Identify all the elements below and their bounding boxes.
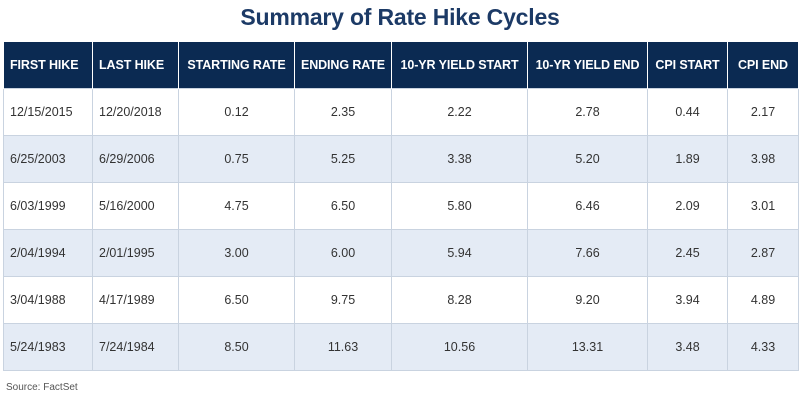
cell-last-hike: 7/24/1984: [92, 323, 179, 371]
cell-cpi-start: 2.09: [647, 182, 728, 230]
cell-last-hike: 4/17/1989: [92, 276, 179, 324]
cell-cpi-end: 4.89: [727, 276, 799, 324]
cell-first-hike: 2/04/1994: [3, 229, 93, 277]
header-ending-rate: ENDING RATE: [294, 42, 392, 89]
cell-last-hike: 5/16/2000: [92, 182, 179, 230]
header-cpi-end: CPI END: [727, 42, 799, 89]
cell-yield-start: 5.80: [391, 182, 528, 230]
cell-first-hike: 6/25/2003: [3, 135, 93, 183]
cell-ending-rate: 2.35: [294, 88, 392, 136]
table-header-row: FIRST HIKE LAST HIKE STARTING RATE ENDIN…: [3, 42, 799, 89]
header-last-hike: LAST HIKE: [92, 42, 179, 89]
cell-first-hike: 6/03/1999: [3, 182, 93, 230]
cell-cpi-start: 2.45: [647, 229, 728, 277]
table-row: 3/04/1988 4/17/1989 6.50 9.75 8.28 9.20 …: [3, 276, 799, 324]
table-row: 2/04/1994 2/01/1995 3.00 6.00 5.94 7.66 …: [3, 229, 799, 277]
table-row: 6/03/1999 5/16/2000 4.75 6.50 5.80 6.46 …: [3, 182, 799, 230]
cell-last-hike: 6/29/2006: [92, 135, 179, 183]
cell-starting-rate: 4.75: [178, 182, 295, 230]
cell-last-hike: 2/01/1995: [92, 229, 179, 277]
cell-cpi-start: 0.44: [647, 88, 728, 136]
cell-first-hike: 3/04/1988: [3, 276, 93, 324]
header-first-hike: FIRST HIKE: [3, 42, 93, 89]
cell-starting-rate: 0.12: [178, 88, 295, 136]
cell-yield-start: 5.94: [391, 229, 528, 277]
cell-starting-rate: 6.50: [178, 276, 295, 324]
cell-ending-rate: 5.25: [294, 135, 392, 183]
cell-ending-rate: 11.63: [294, 323, 392, 371]
cell-cpi-start: 3.94: [647, 276, 728, 324]
source-note: Source: FactSet: [6, 382, 78, 393]
header-10yr-yield-end: 10-YR YIELD END: [527, 42, 648, 89]
table-row: 5/24/1983 7/24/1984 8.50 11.63 10.56 13.…: [3, 323, 799, 371]
header-starting-rate: STARTING RATE: [178, 42, 295, 89]
rate-hike-table: FIRST HIKE LAST HIKE STARTING RATE ENDIN…: [3, 42, 799, 371]
cell-starting-rate: 0.75: [178, 135, 295, 183]
cell-cpi-end: 3.01: [727, 182, 799, 230]
header-cpi-start: CPI START: [647, 42, 728, 89]
cell-cpi-start: 1.89: [647, 135, 728, 183]
cell-yield-start: 2.22: [391, 88, 528, 136]
header-10yr-yield-start: 10-YR YIELD START: [391, 42, 528, 89]
cell-yield-end: 13.31: [527, 323, 648, 371]
page-title: Summary of Rate Hike Cycles: [240, 4, 560, 30]
cell-cpi-end: 4.33: [727, 323, 799, 371]
cell-cpi-end: 2.17: [727, 88, 799, 136]
cell-starting-rate: 8.50: [178, 323, 295, 371]
table-row: 12/15/2015 12/20/2018 0.12 2.35 2.22 2.7…: [3, 88, 799, 136]
cell-last-hike: 12/20/2018: [92, 88, 179, 136]
cell-yield-start: 10.56: [391, 323, 528, 371]
cell-first-hike: 5/24/1983: [3, 323, 93, 371]
cell-yield-end: 7.66: [527, 229, 648, 277]
cell-cpi-start: 3.48: [647, 323, 728, 371]
cell-yield-end: 5.20: [527, 135, 648, 183]
cell-yield-start: 8.28: [391, 276, 528, 324]
cell-ending-rate: 9.75: [294, 276, 392, 324]
cell-yield-end: 2.78: [527, 88, 648, 136]
cell-yield-start: 3.38: [391, 135, 528, 183]
cell-ending-rate: 6.50: [294, 182, 392, 230]
table-row: 6/25/2003 6/29/2006 0.75 5.25 3.38 5.20 …: [3, 135, 799, 183]
cell-first-hike: 12/15/2015: [3, 88, 93, 136]
cell-starting-rate: 3.00: [178, 229, 295, 277]
cell-yield-end: 9.20: [527, 276, 648, 324]
cell-ending-rate: 6.00: [294, 229, 392, 277]
cell-cpi-end: 3.98: [727, 135, 799, 183]
cell-cpi-end: 2.87: [727, 229, 799, 277]
cell-yield-end: 6.46: [527, 182, 648, 230]
